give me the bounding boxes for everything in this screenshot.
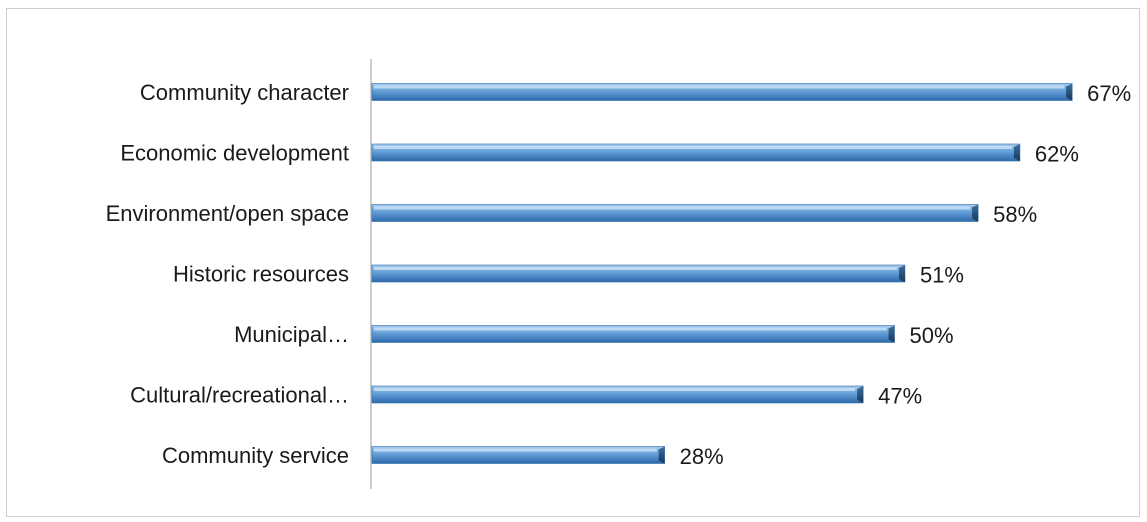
category-label: Community service [162,443,349,468]
value-label: 28% [680,444,724,469]
bar-end-cap [1013,144,1020,161]
category-label: Community character [140,80,349,105]
category-label: Environment/open space [106,201,349,226]
bar-highlight [374,388,856,391]
bar-highlight [374,206,971,210]
value-label: 67% [1087,81,1131,106]
bar-group: Community service 28% [162,443,724,469]
value-label: 51% [920,263,964,288]
bar-group: Cultural/recreational… 47% [130,383,922,409]
bar-highlight [374,327,887,331]
bar-highlight [374,267,897,270]
bar-end-cap [1066,83,1073,101]
bar-group: Community character 67% [140,80,1131,106]
bar-end-cap [898,265,905,282]
category-label: Historic resources [173,262,349,287]
value-label: 50% [910,323,954,348]
bar-group: Economic development 62% [120,141,1079,167]
value-label: 62% [1035,142,1079,167]
bar-highlight [374,146,1012,149]
bar-end-cap [888,325,895,343]
bar-end-cap [658,446,665,464]
bar-chart: Community character 67% Economic developme… [106,59,1131,489]
bar-end-cap [972,204,979,222]
bar-highlight [374,85,1065,89]
chart-frame: Community character 67% Economic developme… [6,8,1140,517]
category-label: Municipal… [234,322,349,347]
bar-group: Historic resources 51% [173,262,964,288]
bar-end-cap [857,386,864,403]
category-label: Economic development [120,141,349,166]
value-label: 58% [993,202,1037,227]
bar-highlight [374,448,657,452]
category-label: Cultural/recreational… [130,383,349,408]
bar-group: Environment/open space 58% [106,201,1038,227]
value-label: 47% [878,384,922,409]
bar-group: Municipal… 50% [234,322,953,348]
